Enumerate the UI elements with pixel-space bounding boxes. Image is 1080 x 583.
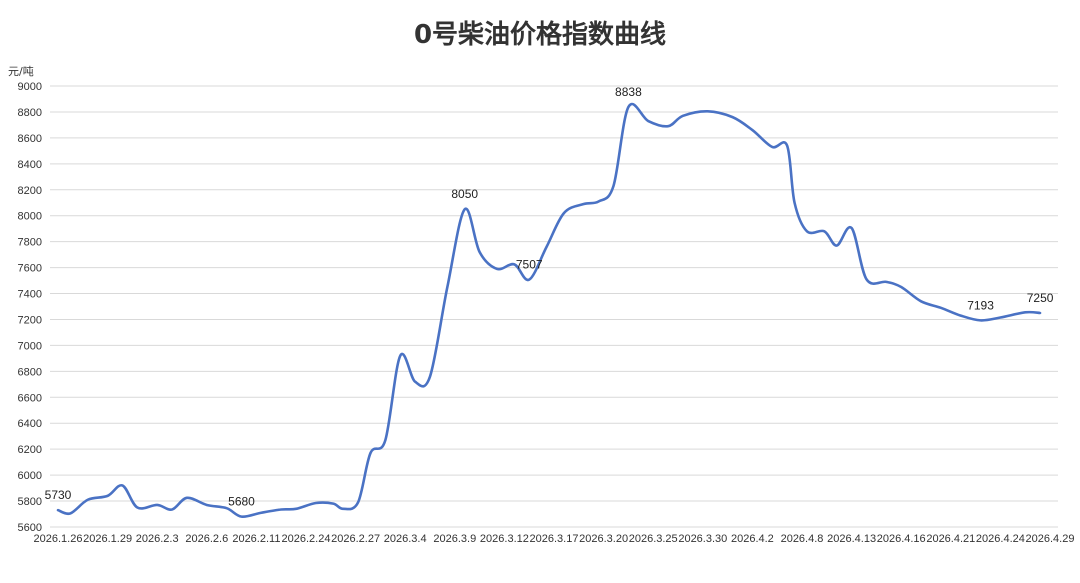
x-tick-label: 2026.4.24 [976, 533, 1025, 545]
x-tick-label: 2026.2.11 [232, 533, 280, 545]
price-index-line [56, 102, 1042, 519]
data-label: 7507 [516, 258, 543, 272]
x-tick-label: 2026.4.21 [926, 533, 975, 545]
y-tick-label: 8000 [18, 211, 42, 223]
y-tick-label: 7400 [18, 289, 42, 301]
y-tick-label: 6000 [18, 470, 42, 482]
x-tick-label: 2026.2.6 [185, 533, 228, 545]
x-tick-label: 2026.2.24 [282, 533, 331, 545]
x-tick-label: 2026.4.13 [827, 533, 876, 545]
x-tick-label: 2026.3.4 [384, 533, 427, 545]
x-tick-label: 2026.4.2 [731, 533, 774, 545]
y-tick-label: 5600 [18, 522, 42, 534]
y-tick-label: 6600 [18, 392, 42, 404]
data-label: 5730 [45, 488, 72, 502]
y-tick-label: 6200 [18, 444, 42, 456]
x-tick-label: 2026.3.12 [480, 533, 529, 545]
y-tick-label: 6400 [18, 418, 42, 430]
grid-lines [50, 85, 1058, 528]
data-label: 5680 [228, 495, 255, 509]
y-tick-label: 7600 [18, 263, 42, 275]
x-tick-label: 2026.1.26 [34, 533, 83, 545]
y-tick-label: 7000 [18, 340, 42, 352]
data-label: 7193 [967, 298, 994, 312]
x-tick-label: 2026.4.16 [877, 533, 926, 545]
x-tick-label: 2026.3.9 [433, 533, 476, 545]
y-axis-unit-label: 元/吨 [8, 65, 34, 78]
y-tick-label: 9000 [18, 81, 42, 93]
x-tick-label: 2026.2.27 [331, 533, 380, 545]
y-tick-label: 7800 [18, 237, 42, 249]
x-tick-label: 2026.3.25 [629, 533, 678, 545]
series-layer [56, 102, 1042, 519]
data-label: 8838 [615, 85, 642, 99]
y-tick-label: 8800 [18, 107, 42, 119]
data-label: 8050 [451, 187, 478, 201]
data-labels: 5730 5680 8050 7507 8838 7193 7250 [45, 85, 1054, 509]
x-tick-label: 2026.3.17 [530, 533, 579, 545]
data-label: 7250 [1027, 291, 1054, 305]
y-tick-label: 6800 [18, 366, 42, 378]
x-tick-label: 2026.3.30 [678, 533, 727, 545]
y-axis-ticks: 5600 5800 6000 6200 6400 6600 6800 7000 7200 7400… [18, 81, 42, 534]
x-tick-label: 2026.2.3 [136, 533, 179, 545]
y-tick-label: 8400 [18, 159, 42, 171]
x-tick-label: 2026.4.29 [1026, 533, 1075, 545]
x-tick-label: 2026.4.8 [781, 533, 824, 545]
y-tick-label: 8600 [18, 133, 42, 145]
x-tick-label: 2026.1.29 [83, 533, 132, 545]
chart-title: 0号柴油价格指数曲线 [413, 20, 667, 50]
y-tick-label: 5800 [18, 496, 42, 508]
y-tick-label: 7200 [18, 314, 42, 326]
y-tick-label: 8200 [18, 185, 42, 197]
x-tick-label: 2026.3.20 [579, 533, 628, 545]
x-axis-ticks: 2026.1.26 2026.1.29 2026.2.3 2026.2.6 2026.2… [34, 533, 1075, 545]
